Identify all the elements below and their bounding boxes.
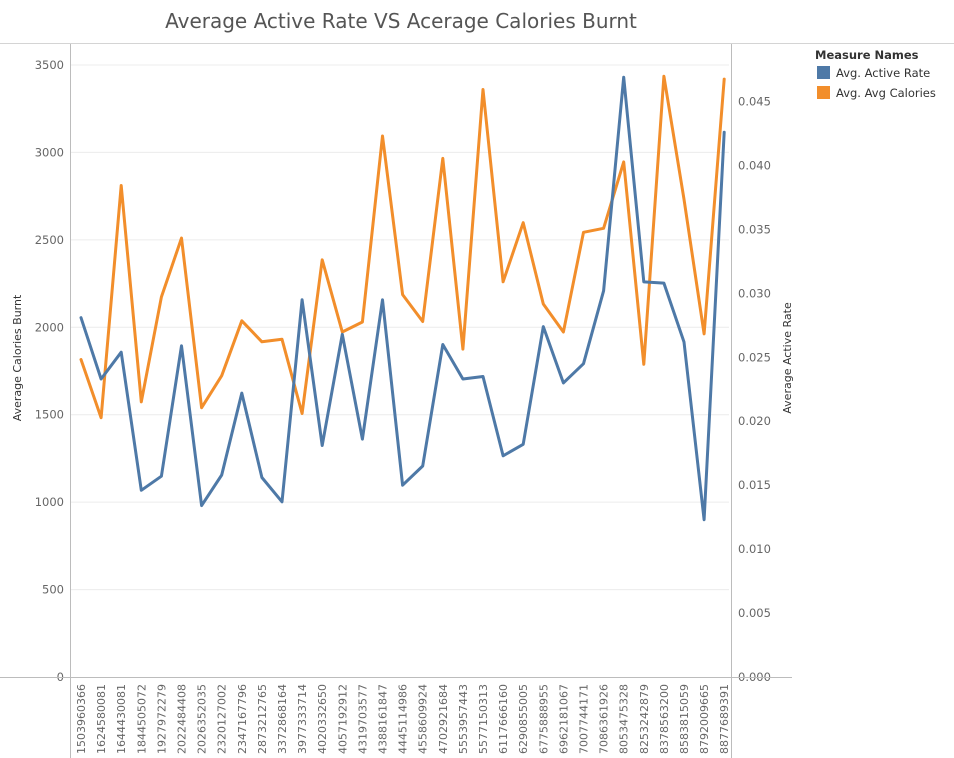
right-axis-tick-label: 0.045 — [738, 95, 771, 109]
left-axis-tick-label: 1000 — [35, 495, 64, 509]
series-lines — [79, 74, 726, 522]
x-axis-tick-label: 4319703577 — [356, 684, 369, 754]
x-axis-tick-label: 1844505072 — [135, 684, 148, 754]
x-axis-tick-label: 4388161847 — [377, 684, 390, 754]
left-axis-tick-label: 2000 — [35, 320, 64, 334]
left-axis-tick-label: 2500 — [35, 233, 64, 247]
x-axis-tick-label: 4020332650 — [316, 684, 329, 754]
x-axis-tick-label: 8378563200 — [658, 684, 671, 754]
series-line-avg-active-rate — [79, 75, 726, 522]
x-axis-tick-label: 4445114986 — [397, 684, 410, 754]
legend-swatch — [817, 86, 830, 99]
x-axis-tick-label: 6117666160 — [497, 684, 510, 754]
x-axis-tick-label: 8583815059 — [678, 684, 691, 754]
right-axis-tick-label: 0.035 — [738, 222, 771, 236]
left-axis-tick-label: 500 — [42, 583, 64, 597]
x-axis-tick-label: 5577150313 — [477, 684, 490, 754]
x-axis-tick-label: 4558609924 — [417, 684, 430, 754]
left-axis-tick-label: 3000 — [35, 145, 64, 159]
x-axis-tick-label: 5553957443 — [457, 684, 470, 754]
x-axis-tick-label: 3372868164 — [276, 684, 289, 754]
x-axis-tick-label: 4057192912 — [336, 684, 349, 754]
legend-swatch — [817, 66, 830, 79]
legend-entry-label: Avg. Avg Calories — [836, 86, 936, 100]
right-axis-tick-label: 0.005 — [738, 606, 771, 620]
x-axis-tick-label: 6775888955 — [537, 684, 550, 754]
right-axis-tick-label: 0.030 — [738, 286, 771, 300]
series-line-avg-avg-calories — [79, 74, 726, 420]
legend-title: Measure Names — [815, 48, 919, 62]
legend-entry-label: Avg. Active Rate — [836, 66, 930, 80]
right-axis-tick-label: 0.040 — [738, 158, 771, 172]
x-axis-tick-label: 1927972279 — [155, 684, 168, 754]
left-axis-title: Average Calories Burnt — [11, 294, 24, 421]
x-axis-tick-label: 2022484408 — [176, 684, 189, 754]
x-axis-tick-label: 2347167796 — [236, 684, 249, 754]
x-axis-tick-label: 2873212765 — [256, 684, 269, 754]
right-axis-tick-label: 0.015 — [738, 478, 771, 492]
x-axis-tick-label: 8792009665 — [698, 684, 711, 754]
x-axis-tick-label: 4702921684 — [437, 684, 450, 754]
x-axis-tick-label: 7007744171 — [578, 684, 591, 754]
x-axis-tick-label: 1644430081 — [115, 684, 128, 754]
right-axis-title: Average Active Rate — [781, 302, 794, 414]
chart-title: Average Active Rate VS Acerage Calories … — [165, 9, 637, 33]
x-axis-tick-label: 7086361926 — [598, 684, 611, 754]
left-axis-tick-label: 3500 — [35, 58, 64, 72]
x-axis-tick-label: 8053475328 — [618, 684, 631, 754]
x-axis-tick-label: 2320127002 — [216, 684, 229, 754]
x-axis-tick-label: 1503960366 — [75, 684, 88, 754]
x-axis-tick-label: 1624580081 — [95, 684, 108, 754]
x-axis-tick-labels: 1503960366 1624580081 1644430081 1844505072… — [75, 684, 731, 754]
x-axis-tick-label: 6290855005 — [517, 684, 530, 754]
x-axis-tick-label: 2026352035 — [196, 684, 209, 754]
right-axis-tick-label: 0.025 — [738, 350, 771, 364]
right-axis-tick-label: 0.020 — [738, 414, 771, 428]
legend: Measure Names Avg. Active Rate Avg. Avg C… — [815, 48, 936, 100]
axes: 05001000150020002500300035000.0000.0050.… — [0, 43, 954, 758]
x-axis-tick-label: 6962181067 — [557, 684, 570, 754]
x-axis-tick-label: 3977333714 — [296, 684, 309, 754]
right-axis-tick-label: 0.010 — [738, 542, 771, 556]
left-axis-tick-label: 1500 — [35, 408, 64, 422]
x-axis-tick-label: 8253242879 — [638, 684, 651, 754]
x-axis-tick-label: 8877689391 — [718, 684, 731, 754]
